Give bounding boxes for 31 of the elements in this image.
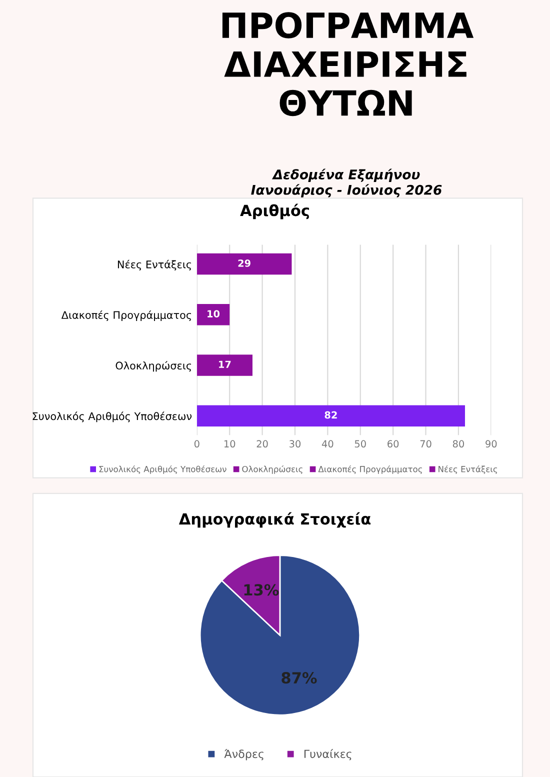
x-tick-label: 10: [224, 440, 236, 448]
x-tick-label: 0: [194, 440, 200, 448]
legend-label: Γυναίκες: [304, 749, 352, 760]
data-label: 17: [219, 360, 231, 368]
chart-title: Δημογραφικά Στοιχεία: [178, 512, 371, 528]
x-tick-label: 80: [452, 440, 464, 448]
x-tick-label: 70: [420, 440, 432, 448]
legend-label: Συνολικός Αριθμός Υποθέσεων: [99, 465, 226, 474]
x-tick-label: 40: [322, 440, 334, 448]
legend-label: Ολοκληρώσεις: [242, 465, 302, 474]
x-tick-label: 20: [256, 440, 268, 448]
data-label: 13%: [244, 584, 279, 596]
x-tick-label: 60: [388, 440, 399, 448]
y-tick-label: Ολοκληρώσεις: [116, 361, 192, 372]
y-tick-label: Διακοπές Προγράμματος: [61, 310, 191, 321]
text: ΠΡΟΓΡΑΜΜΑ ΔΙΑΧΕΙΡΙΣΗΣ ΘΥΤΩΝ: [222, 12, 474, 116]
y-tick-label: Συνολικός Αριθμός Υποθέσεων: [32, 412, 192, 422]
data-label: 82: [324, 411, 337, 419]
x-tick-label: 90: [486, 440, 497, 448]
pie-slice: [199, 554, 361, 716]
y-tick-label: Νέες Εντάξεις: [118, 260, 192, 270]
legend-label: Διακοπές Προγράμματος: [318, 465, 422, 474]
data-label: 87%: [282, 672, 317, 684]
data-label: 29: [238, 260, 250, 267]
text: Δεδομένα Εξαμήνου Ιανουάριος - Ιούνιος 2026: [251, 168, 442, 198]
legend-label: Νέες Εντάξεις: [438, 465, 498, 474]
x-tick-label: 30: [290, 440, 301, 448]
data-label: 10: [208, 310, 220, 318]
chart-title: Αριθμός: [240, 204, 309, 220]
legend-label: Άνδρες: [224, 749, 264, 760]
x-tick-label: 50: [354, 440, 366, 448]
